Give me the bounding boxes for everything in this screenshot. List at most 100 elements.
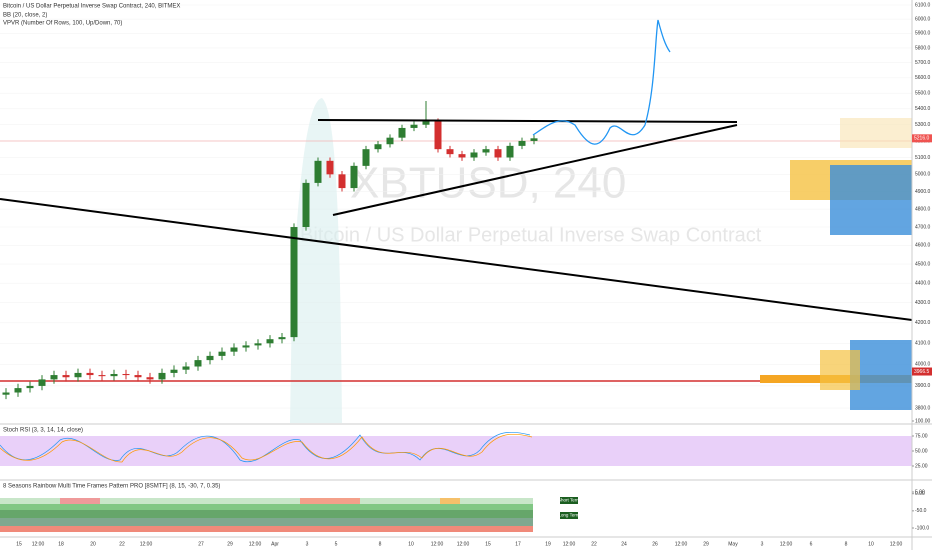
- stoch-tick-label: 25.00: [915, 463, 928, 469]
- candle-body: [122, 373, 130, 376]
- rainbow-title: 8 Seasons Rainbow Multi Time Frames Patt…: [3, 484, 220, 490]
- band: [0, 498, 533, 504]
- candle-body: [410, 124, 418, 128]
- candles: [2, 100, 538, 400]
- y-tick-label: 6000.0: [915, 16, 931, 22]
- x-tick-label: 12:00: [457, 541, 470, 547]
- candle-body: [338, 174, 346, 189]
- candle-body: [98, 375, 106, 377]
- candle-body: [146, 377, 154, 380]
- y-tick-label: 4400.0: [915, 281, 931, 287]
- x-tick-label: 24: [621, 541, 627, 547]
- bollinger-fill: [290, 98, 342, 423]
- y-tick-label: 4900.0: [915, 189, 931, 195]
- grid: [0, 4, 912, 409]
- y-tick-label: 4600.0: [915, 243, 931, 249]
- short-term-box: [560, 497, 578, 504]
- x-tick-label: 6: [810, 541, 813, 547]
- x-tick-label: 12:00: [675, 541, 688, 547]
- stoch-tick-label: 50.00: [915, 448, 928, 454]
- x-tick-label: 3: [761, 541, 764, 547]
- y-tick-label: 5600.0: [915, 75, 931, 81]
- candle-body: [290, 227, 298, 338]
- candle-body: [278, 337, 286, 340]
- stoch-d: [0, 433, 533, 463]
- x-tick-label: 5: [335, 541, 338, 547]
- indicator-label: BB (20, close, 2): [3, 13, 47, 19]
- candle-body: [62, 375, 70, 378]
- candle-body: [530, 138, 538, 141]
- candle-body: [302, 182, 310, 228]
- x-tick-label: Apr: [271, 541, 279, 547]
- candle-body: [314, 160, 322, 183]
- rainbow-tick-label: -50.0: [915, 508, 927, 514]
- x-tick-label: 8: [845, 541, 848, 547]
- stoch-tick-label: 100.00: [915, 418, 931, 424]
- candle-body: [170, 369, 178, 373]
- y-tick-label: 5000.0: [915, 172, 931, 178]
- x-tick-label: 27: [198, 541, 204, 547]
- long-term-box: [560, 512, 578, 519]
- x-tick-label: 18: [58, 541, 64, 547]
- y-tick-label: 5500.0: [915, 91, 931, 97]
- candle-body: [206, 355, 214, 361]
- y-tick-label: 5100.0: [915, 155, 931, 161]
- watermark-description: Bitcoin / US Dollar Perpetual Inverse Sw…: [300, 224, 762, 246]
- band: [0, 526, 533, 532]
- band: [0, 518, 533, 526]
- x-tick-label: 12:00: [249, 541, 262, 547]
- y-tick-label: 5300.0: [915, 122, 931, 128]
- band: [300, 498, 360, 504]
- x-tick-label: 12:00: [563, 541, 576, 547]
- candle-body: [350, 165, 358, 189]
- watermark-symbol: XBTUSD, 240: [350, 159, 626, 208]
- x-tick-label: 26: [652, 541, 658, 547]
- candle-body: [494, 149, 502, 158]
- candle-body: [2, 392, 10, 395]
- x-tick-label: 29: [703, 541, 709, 547]
- x-tick-label: 12:00: [890, 541, 903, 547]
- short-term-label: Short Term: [558, 498, 580, 503]
- candle-body: [242, 345, 250, 348]
- price-tag: [912, 134, 932, 143]
- x-tick-label: May: [728, 541, 738, 547]
- indicator-label: VPVR (Number Of Rows, 100, Up/Down, 70): [3, 21, 122, 27]
- candle-body: [254, 343, 262, 346]
- candle-body: [446, 149, 454, 155]
- candle-body: [266, 339, 274, 344]
- candle-body: [110, 373, 118, 377]
- price-tag-label: 5216.0: [914, 136, 930, 142]
- trend-line: [0, 198, 913, 321]
- trend-line: [332, 124, 738, 216]
- stoch-title: Stoch RSI (3, 3, 14, 14, close): [3, 428, 83, 434]
- header-title: Bitcoin / US Dollar Perpetual Inverse Sw…: [3, 4, 180, 10]
- stoch-tick-label: 75.00: [915, 433, 928, 439]
- candle-body: [14, 388, 22, 393]
- candle-body: [386, 137, 394, 145]
- x-tick-label: 22: [591, 541, 597, 547]
- candle-body: [482, 149, 490, 153]
- candle-body: [74, 372, 82, 378]
- x-tick-label: 22: [119, 541, 125, 547]
- candle-body: [218, 351, 226, 356]
- x-tick-label: 17: [515, 541, 521, 547]
- x-tick-label: 12:00: [431, 541, 444, 547]
- volume-profile: [760, 118, 912, 410]
- candle-body: [506, 145, 514, 158]
- y-tick-label: 4700.0: [915, 224, 931, 230]
- y-tick-label: 4100.0: [915, 341, 931, 347]
- x-tick-label: 10: [868, 541, 874, 547]
- x-tick-label: 15: [16, 541, 22, 547]
- y-tick-label: 3900.0: [915, 383, 931, 389]
- y-tick-label: 5700.0: [915, 60, 931, 66]
- band: [0, 504, 533, 510]
- x-tick-label: 10: [408, 541, 414, 547]
- price-tag-label: 3966.5: [914, 369, 930, 375]
- rainbow-tick-label: -100.0: [915, 525, 929, 531]
- y-tick-label: 6100.0: [915, 2, 931, 8]
- candle-body: [134, 375, 142, 378]
- band: [60, 498, 100, 504]
- y-tick-label: 4500.0: [915, 261, 931, 267]
